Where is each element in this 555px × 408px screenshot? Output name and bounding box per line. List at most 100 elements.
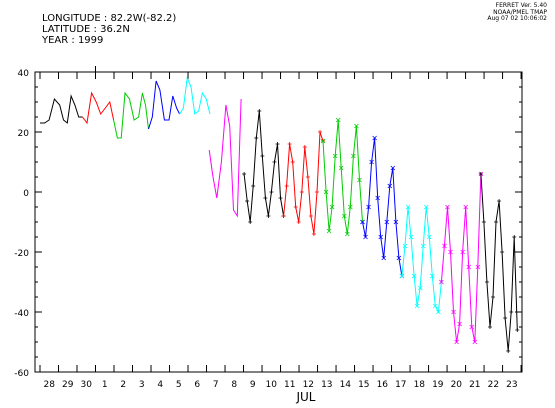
series-line-5 bbox=[208, 98, 242, 218]
series-marker bbox=[426, 234, 432, 240]
series-marker bbox=[372, 135, 377, 141]
x-tick-label: 28 bbox=[44, 380, 56, 390]
series-marker bbox=[338, 165, 344, 171]
series-marker bbox=[387, 183, 393, 189]
x-tick-label: 22 bbox=[488, 380, 499, 390]
x-tick-label: 13 bbox=[321, 380, 332, 390]
series-line-10 bbox=[401, 206, 442, 314]
series-marker bbox=[311, 232, 316, 236]
x-tick-label: 30 bbox=[81, 380, 93, 390]
series-marker bbox=[345, 231, 350, 237]
series-line-6 bbox=[243, 110, 285, 223]
series-marker bbox=[411, 273, 417, 279]
series-marker bbox=[296, 220, 301, 224]
series-marker bbox=[393, 219, 399, 225]
series-marker bbox=[272, 160, 277, 164]
series-marker bbox=[417, 285, 423, 291]
series-marker bbox=[475, 264, 481, 270]
series-marker bbox=[503, 316, 508, 320]
series-marker bbox=[293, 205, 298, 209]
series-marker bbox=[451, 309, 456, 315]
series-line-11 bbox=[440, 173, 482, 343]
stamp-line-3: Aug 07 02 10:06:02 bbox=[487, 15, 547, 22]
series-marker bbox=[363, 234, 368, 240]
x-tick-label: 6 bbox=[194, 380, 200, 390]
x-tick-label: 10 bbox=[266, 380, 278, 390]
series-marker bbox=[263, 196, 268, 200]
series-line-7 bbox=[283, 131, 324, 235]
series-marker bbox=[484, 280, 489, 284]
series-marker bbox=[509, 310, 514, 314]
series-marker bbox=[433, 303, 438, 309]
series-line-4 bbox=[179, 76, 211, 115]
series-marker bbox=[357, 177, 362, 183]
x-tick-label: 11 bbox=[284, 380, 295, 390]
y-tick-label: -40 bbox=[14, 309, 29, 319]
series-marker bbox=[430, 273, 435, 279]
x-tick-label: 17 bbox=[395, 380, 406, 390]
series-marker bbox=[396, 255, 402, 261]
series-marker bbox=[491, 295, 495, 299]
y-tick-label: 0 bbox=[23, 189, 29, 199]
series-marker bbox=[478, 172, 483, 176]
series-marker bbox=[245, 199, 250, 203]
series-marker bbox=[284, 184, 289, 188]
series-marker bbox=[378, 234, 383, 240]
series-marker bbox=[466, 264, 472, 270]
series-marker bbox=[260, 154, 265, 158]
header-line-2: LATITUDE : 36.2N bbox=[42, 24, 130, 35]
series-marker bbox=[512, 235, 517, 239]
series-marker bbox=[472, 339, 478, 345]
series-marker bbox=[463, 204, 468, 210]
stamp-line-1: FERRET Ver. 5.40 bbox=[495, 2, 547, 9]
y-axis: 40 20 0 -20 -40 -60 bbox=[14, 69, 522, 379]
x-tick-label: 15 bbox=[358, 380, 369, 390]
series-marker bbox=[408, 234, 414, 240]
series-marker bbox=[251, 184, 256, 188]
series-marker bbox=[381, 255, 387, 261]
series-marker bbox=[423, 204, 429, 210]
series-marker bbox=[257, 109, 262, 113]
x-tick-label: 8 bbox=[231, 380, 237, 390]
series-marker bbox=[515, 328, 520, 332]
series-marker bbox=[329, 204, 335, 210]
series-marker bbox=[266, 214, 271, 218]
x-tick-label: 14 bbox=[340, 380, 352, 390]
series-marker bbox=[320, 138, 326, 144]
y-tick-label: -60 bbox=[14, 369, 29, 379]
x-tick-label: 19 bbox=[432, 380, 444, 390]
series-marker bbox=[442, 243, 447, 249]
series-marker bbox=[354, 123, 359, 129]
y-tick-label: 20 bbox=[18, 129, 30, 139]
series-marker bbox=[384, 219, 390, 225]
series-marker bbox=[269, 190, 274, 194]
x-tick-label: 2 bbox=[120, 380, 126, 390]
series-marker bbox=[348, 204, 353, 210]
series-marker bbox=[314, 190, 319, 194]
series-line-9 bbox=[362, 137, 403, 277]
stamp-line-2: NOAA/PMEL TMAP bbox=[493, 8, 547, 16]
x-tick-label: 29 bbox=[62, 380, 74, 390]
version-stamp: FERRET Ver. 5.40 NOAA/PMEL TMAP Aug 07 0… bbox=[487, 2, 547, 23]
series-marker bbox=[248, 220, 253, 224]
series-marker bbox=[308, 214, 313, 218]
series-marker bbox=[481, 220, 486, 224]
series-marker bbox=[290, 160, 295, 164]
series-line-3 bbox=[148, 80, 181, 130]
x-tick-label: 18 bbox=[414, 380, 426, 390]
series-marker bbox=[390, 165, 396, 171]
series-marker bbox=[326, 228, 332, 234]
series-marker bbox=[487, 325, 492, 329]
series-marker bbox=[323, 189, 329, 195]
series-marker bbox=[317, 130, 322, 134]
series-marker bbox=[299, 190, 304, 194]
x-tick-label: 23 bbox=[506, 380, 517, 390]
series-marker bbox=[242, 172, 247, 176]
series-marker bbox=[369, 159, 374, 165]
series-marker bbox=[494, 220, 499, 224]
series-marker bbox=[375, 195, 380, 201]
x-tick-label: 4 bbox=[157, 380, 163, 390]
series-group bbox=[40, 76, 520, 353]
series-marker bbox=[335, 117, 341, 123]
series-marker bbox=[414, 303, 420, 309]
